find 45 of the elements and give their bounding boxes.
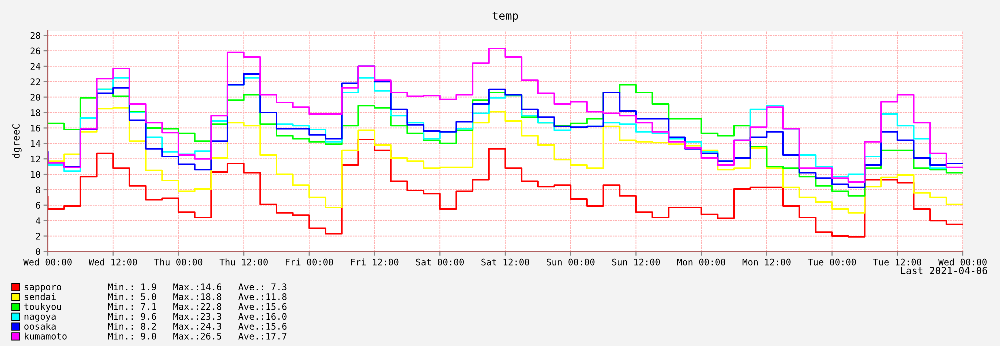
text: Min.: 7.1 Max.:22.8 Ave.:15.6 [108, 303, 287, 310]
text: Min.: 8.2 Max.:24.3 Ave.:15.6 [108, 322, 287, 330]
y-tick-label: 8 [36, 186, 40, 194]
legend-label: sapporo [24, 285, 62, 292]
text: Min.: 9.0 Max.:26.5 Ave.:17.7 [108, 332, 287, 340]
text: Min.: 9.6 Max.:23.3 Ave.:16.0 [108, 313, 287, 320]
chart-title: temp [492, 12, 518, 22]
y-tick-label: 10 [31, 171, 40, 178]
x-tick-label: Tue 12:00 [873, 258, 922, 266]
y-tick-label: 2 [36, 233, 40, 240]
x-tick-label: Sat 12:00 [482, 258, 530, 266]
x-tick-label: Fri 12:00 [351, 258, 399, 266]
x-tick-label: Thu 00:00 [154, 258, 203, 266]
x-tick-label: Sat 00:00 [416, 258, 464, 266]
x-tick-label: Wed 12:00 [88, 258, 138, 266]
legend-label: toukyou [24, 303, 62, 312]
x-tick-label: Tue 00:00 [808, 258, 856, 266]
x-tick-label: Wed 00:00 [24, 258, 72, 266]
x-tick-label: Thu 12:00 [220, 258, 268, 266]
y-tick-label: 22 [30, 78, 40, 86]
x-tick-label: Wed 00:00 [938, 258, 987, 266]
y-tick-label: 28 [30, 32, 40, 40]
y-tick-label: 24 [30, 63, 41, 70]
y-tick-label: 18 [31, 110, 40, 116]
x-tick-label: Mon 12:00 [742, 258, 791, 266]
x-tick-label: Fri 00:00 [286, 258, 334, 266]
text: Min.: 1.9 Max.:14.6 Ave.: 7.3 [108, 284, 287, 291]
y-tick-label: 6 [36, 202, 40, 209]
legend-label: sendai [24, 293, 56, 300]
x-tick-label: Sun 12:00 [612, 258, 660, 266]
text: Last 2021-04-06 [901, 267, 988, 274]
legend-label: kumamoto [25, 332, 67, 340]
y-tick-label: 0 [36, 248, 40, 256]
y-tick-label: 20 [30, 94, 40, 101]
y-tick-label: 26 [30, 48, 40, 55]
y-tick-label: 12 [31, 156, 40, 163]
y-tick-label: 14 [31, 140, 41, 148]
x-tick-label: Mon 00:00 [677, 258, 726, 266]
y-axis-title: dgreeC [12, 124, 22, 158]
x-tick-label: Sun 00:00 [547, 258, 595, 266]
legend-label: oosaka [24, 322, 56, 330]
y-tick-label: 16 [31, 124, 40, 132]
legend-label: nagoya [24, 314, 56, 322]
text: Min.: 5.0 Max.:18.8 Ave.:11.8 [108, 293, 287, 300]
y-tick-label: 4 [36, 218, 41, 224]
